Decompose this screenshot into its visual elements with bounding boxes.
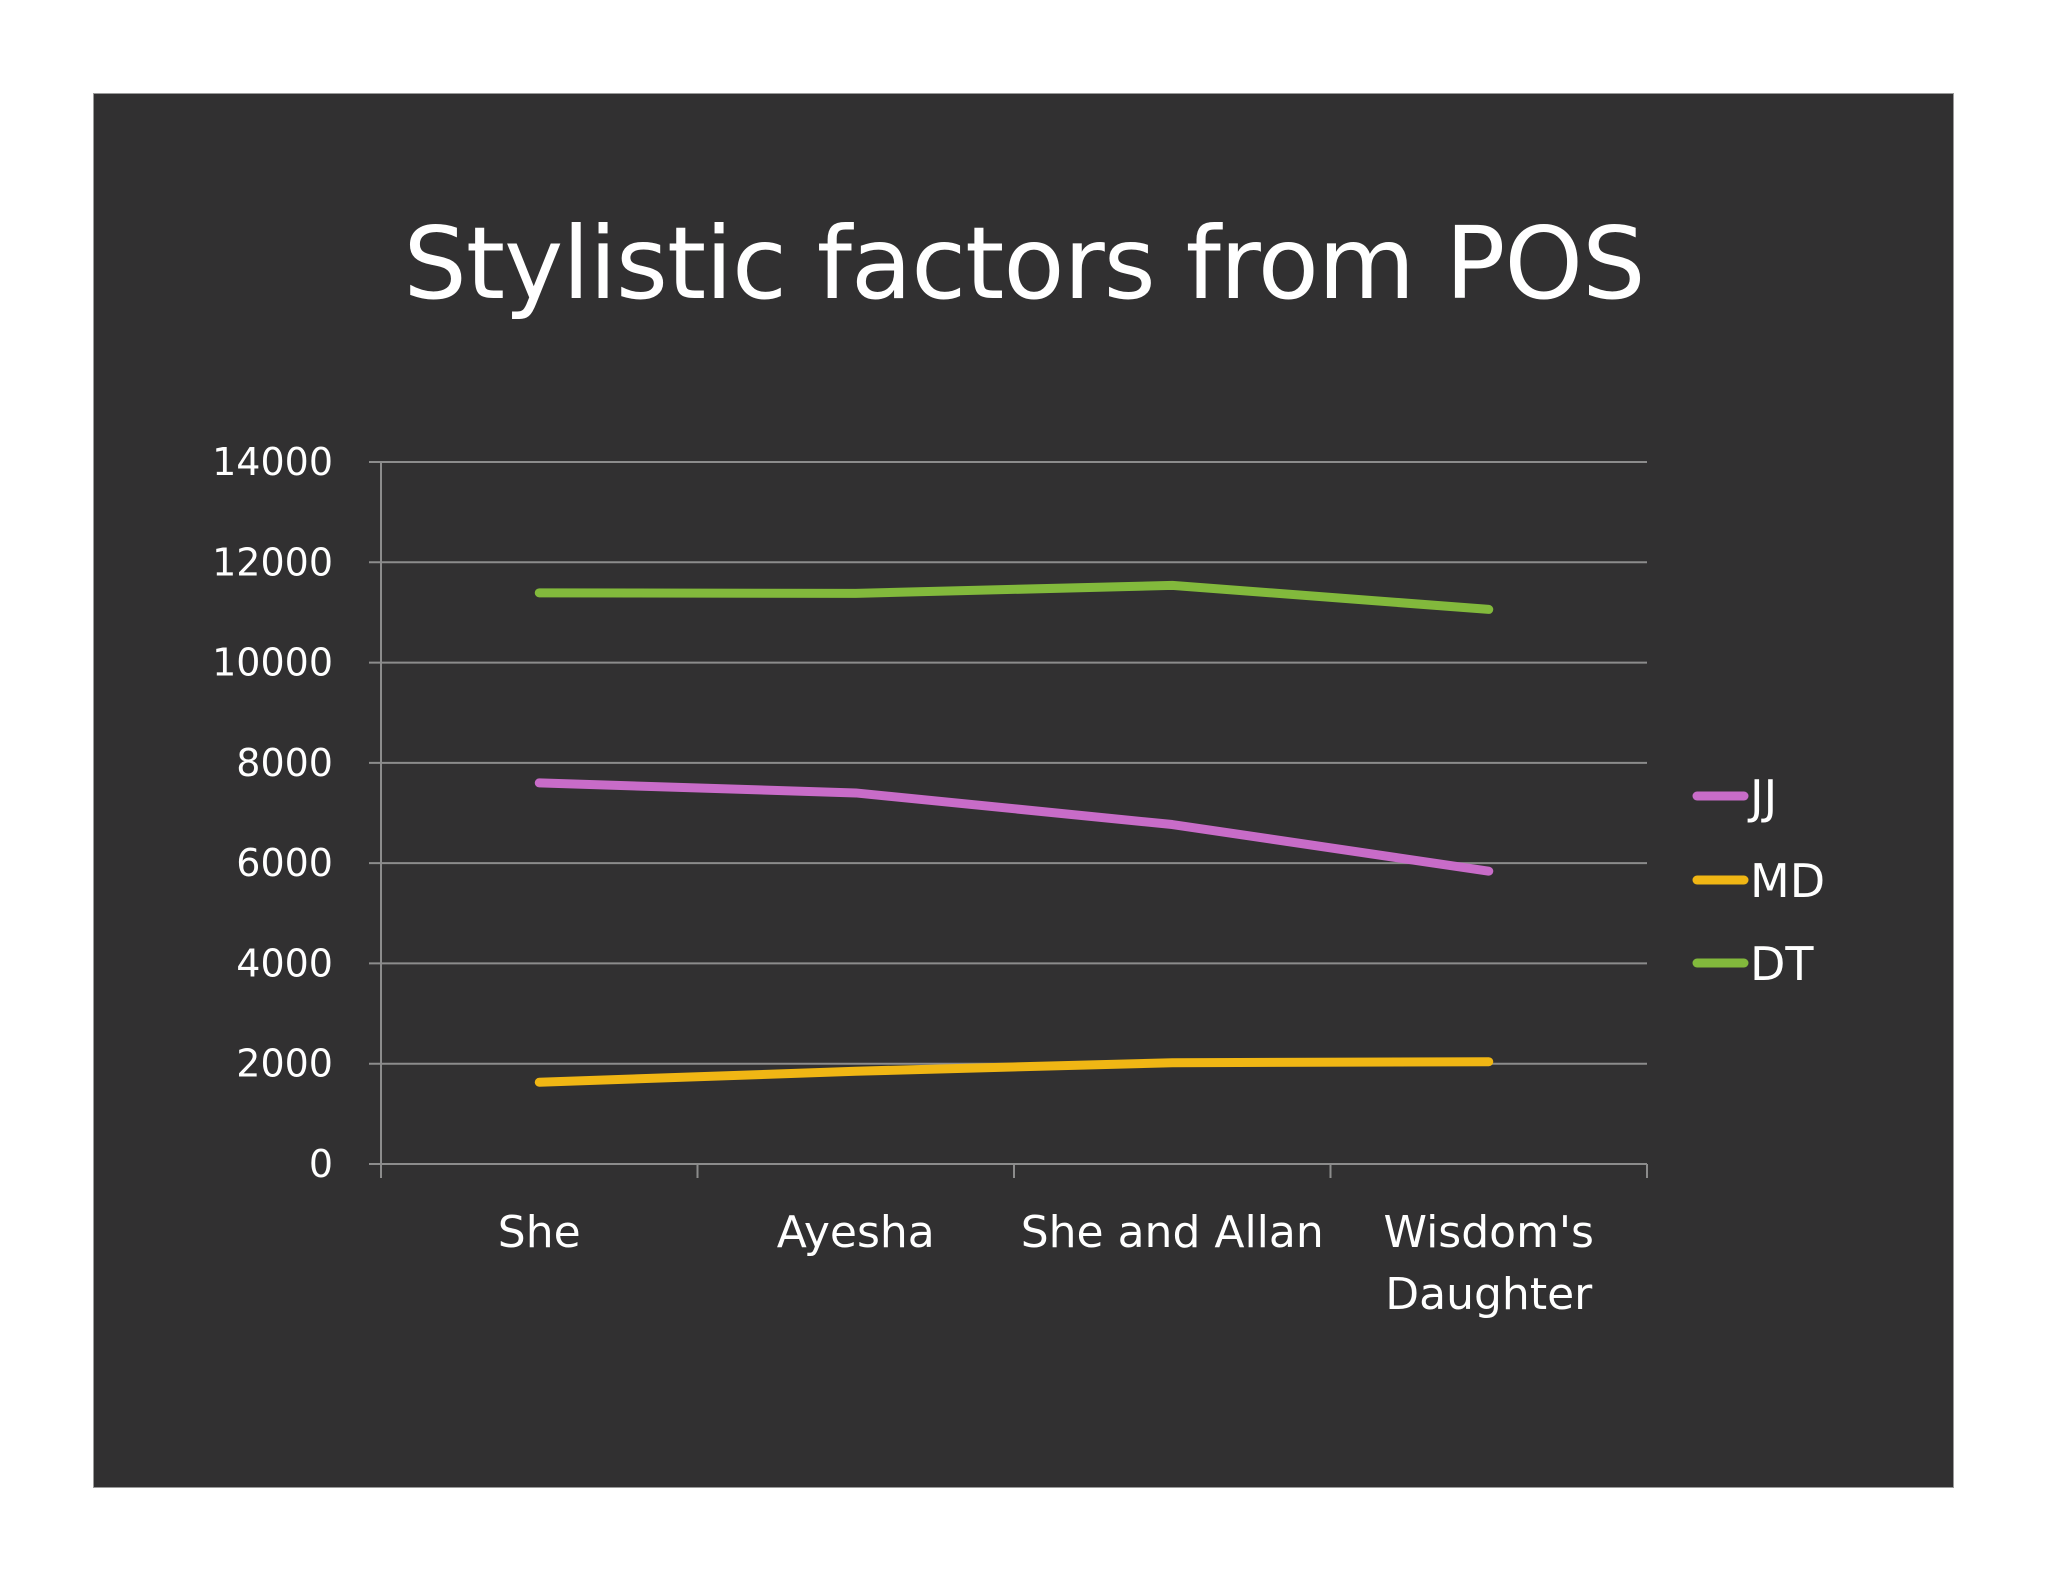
y-tick-label: 10000 (212, 641, 333, 685)
slide-background (93, 93, 1954, 1488)
y-tick-label: 2000 (236, 1042, 333, 1086)
x-tick-label: Wisdom's (1384, 1207, 1594, 1258)
x-tick-label: She and Allan (1021, 1207, 1324, 1258)
series-line-dt (534, 580, 1494, 614)
y-tick-label: 4000 (236, 941, 333, 985)
series-line-md (534, 1057, 1494, 1087)
x-tick-label: Daughter (1385, 1269, 1593, 1320)
y-axis-ticks: 0 2000 4000 6000 8000 10000 12000 14000 (212, 440, 333, 1186)
series-lines (534, 580, 1494, 1087)
legend: JJ MD DT (1692, 770, 1825, 991)
x-tick-label: Ayesha (777, 1207, 935, 1258)
y-tick-label: 12000 (212, 540, 333, 584)
x-tick-label: She (498, 1207, 581, 1258)
chart-title: Stylistic factors from POS (403, 205, 1645, 322)
x-axis-ticks: She Ayesha She and Allan Wisdom's Daughter (498, 1207, 1594, 1320)
legend-label-jj: JJ (1747, 770, 1777, 824)
legend-label-dt: DT (1750, 937, 1814, 991)
series-line-jj (534, 778, 1494, 876)
y-tick-label: 0 (309, 1142, 333, 1186)
legend-label-md: MD (1750, 854, 1825, 908)
axes (380, 462, 1648, 1178)
y-tick-label: 8000 (236, 741, 333, 785)
y-tick-label: 6000 (236, 841, 333, 885)
y-tick-label: 14000 (212, 440, 333, 484)
